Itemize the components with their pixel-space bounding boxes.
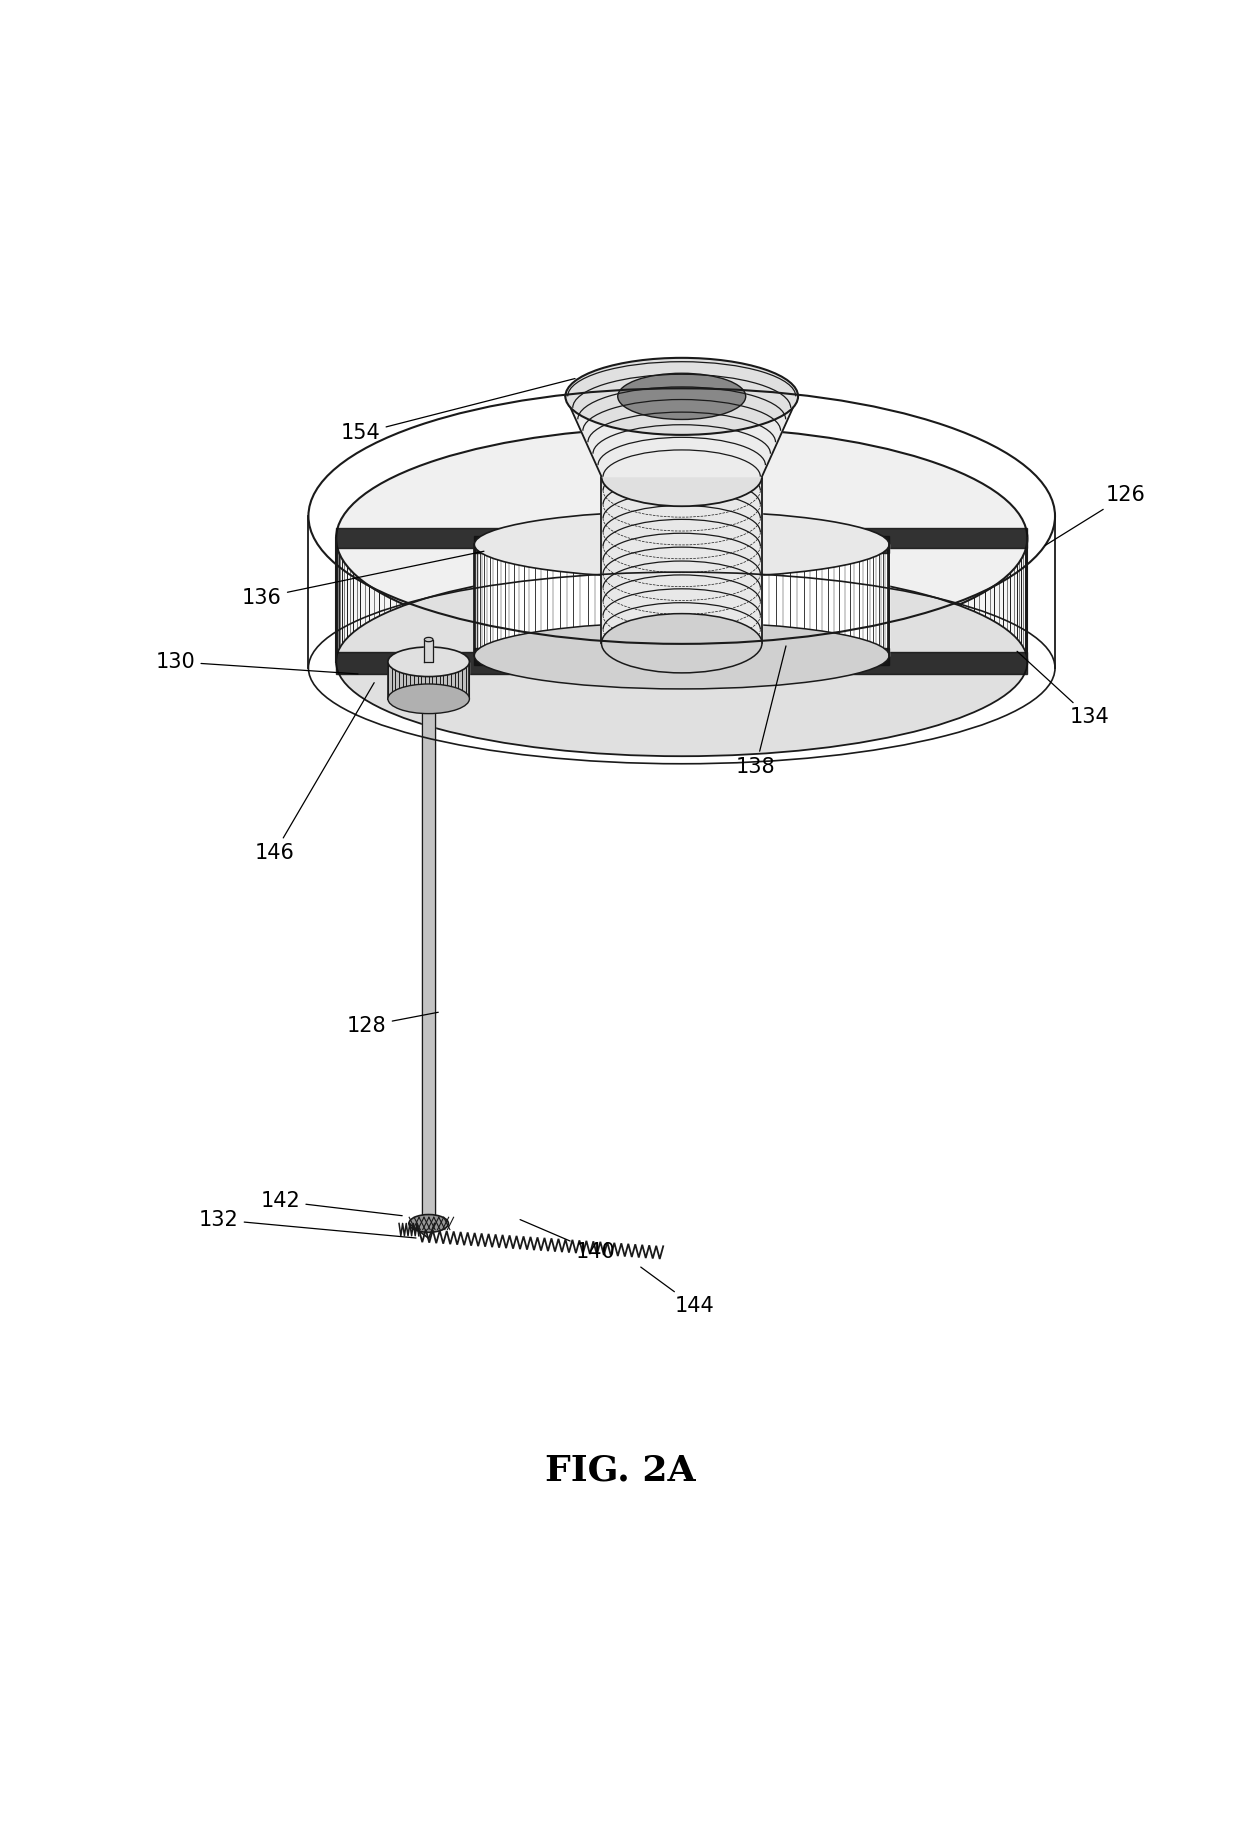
Text: 132: 132 [198, 1210, 415, 1238]
Ellipse shape [336, 427, 1028, 650]
Text: 130: 130 [156, 652, 358, 674]
Polygon shape [336, 652, 1028, 674]
Polygon shape [336, 538, 1028, 661]
Text: 142: 142 [260, 1192, 402, 1216]
Text: 138: 138 [737, 647, 786, 777]
Polygon shape [475, 536, 889, 553]
Text: 146: 146 [254, 683, 374, 864]
Ellipse shape [601, 613, 761, 672]
Ellipse shape [409, 1214, 449, 1232]
Text: 154: 154 [341, 379, 575, 444]
Ellipse shape [475, 512, 889, 578]
Text: 128: 128 [347, 1013, 438, 1035]
Text: 144: 144 [641, 1267, 714, 1317]
Polygon shape [388, 661, 470, 698]
Ellipse shape [424, 637, 433, 641]
Text: 134: 134 [1017, 652, 1109, 728]
Text: 140: 140 [520, 1219, 615, 1262]
Text: FIG. 2A: FIG. 2A [544, 1453, 696, 1486]
Polygon shape [423, 702, 435, 1223]
Polygon shape [601, 477, 761, 643]
Ellipse shape [618, 374, 745, 420]
Polygon shape [565, 396, 799, 477]
Ellipse shape [336, 567, 1028, 757]
Ellipse shape [388, 683, 470, 713]
Ellipse shape [388, 647, 470, 676]
Ellipse shape [565, 357, 799, 435]
Text: 126: 126 [1045, 484, 1146, 545]
Polygon shape [424, 639, 433, 661]
Polygon shape [336, 529, 1028, 549]
Polygon shape [475, 648, 889, 665]
Ellipse shape [475, 623, 889, 689]
Polygon shape [475, 545, 889, 656]
Ellipse shape [601, 448, 761, 507]
Text: 136: 136 [242, 551, 484, 608]
